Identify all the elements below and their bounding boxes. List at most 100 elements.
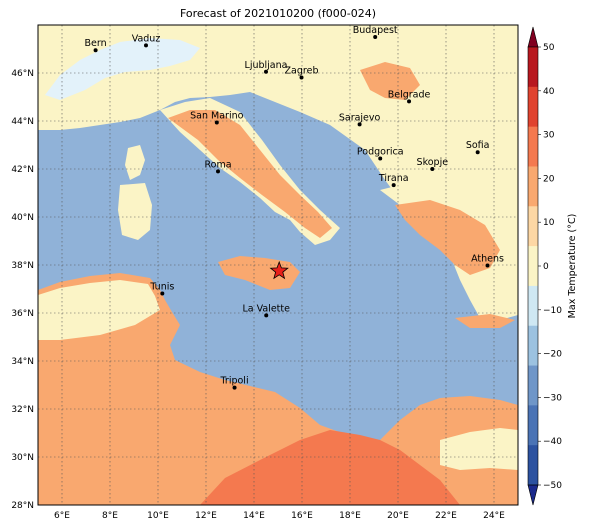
- crete-land: [455, 314, 515, 328]
- colorbar-segment: [528, 445, 538, 486]
- colorbar: 50 40 30 20 10 0 −10 −20 −30 −40 −50: [527, 26, 562, 506]
- city-marker: Tirana: [378, 173, 409, 188]
- lat-tick-label: 34°N: [11, 357, 34, 367]
- city-dot: [378, 156, 383, 161]
- lon-tick-label: 24°E: [483, 511, 505, 521]
- city-label: Podgorica: [357, 146, 404, 157]
- city-label: Skopje: [417, 157, 449, 168]
- city-label: Budapest: [353, 25, 398, 36]
- city-dot: [475, 150, 480, 155]
- colorbar-max-extend: [527, 26, 539, 48]
- africa-cool-strip: [38, 280, 160, 340]
- colorbar-tick-label: 30: [543, 131, 555, 141]
- city-marker: Belgrade: [388, 89, 431, 104]
- city-marker: Tripoli: [220, 376, 249, 390]
- city-dot: [264, 69, 268, 74]
- city-label: La Valette: [242, 303, 290, 314]
- lon-tick-label: 12°E: [195, 511, 217, 521]
- map-frame: [37, 24, 519, 506]
- city-dot: [214, 120, 219, 125]
- city-dot: [391, 183, 396, 188]
- lat-tick-label: 46°N: [11, 69, 34, 79]
- africa-cool-east: [440, 428, 518, 470]
- lat-tick-label: 38°N: [11, 261, 34, 271]
- balkan-warm-zone: [360, 62, 420, 100]
- city-dot: [93, 48, 98, 53]
- colorbar-segment: [528, 126, 538, 167]
- city-marker: La Valette: [242, 303, 290, 318]
- colorbar-segment: [528, 285, 538, 327]
- sardinia-land: [118, 183, 152, 240]
- colorbar-tick-label: −10: [543, 306, 562, 316]
- map-gridlines: [38, 25, 518, 505]
- city-marker: Zagreb: [285, 66, 319, 80]
- greece-warm-zone: [395, 200, 500, 275]
- lon-tick-label: 14°E: [243, 511, 265, 521]
- city-marker: Vaduz: [132, 33, 161, 48]
- colorbar-tick-label: 0: [543, 262, 549, 272]
- city-label: Tirana: [378, 173, 409, 184]
- city-label: Tunis: [149, 282, 174, 293]
- lon-tick-label: 18°E: [339, 511, 361, 521]
- city-label: Zagreb: [285, 66, 319, 77]
- city-marker: Skopje: [417, 157, 449, 171]
- city-label: Sarajevo: [339, 112, 381, 123]
- colorbar-tick-label: −30: [543, 393, 562, 403]
- city-dot: [144, 43, 148, 48]
- city-label: Bern: [85, 38, 107, 49]
- colorbar-tick-label: 50: [543, 43, 555, 53]
- lat-tick-label: 30°N: [11, 453, 34, 463]
- lat-tick-label: 32°N: [11, 405, 34, 415]
- colorbar-segment: [528, 325, 538, 367]
- colorbar-min-extend: [527, 484, 539, 506]
- city-label: Sofia: [466, 140, 490, 151]
- africa-warm-zone: [38, 273, 518, 505]
- lon-tick-label: 6°E: [54, 511, 70, 521]
- lon-tick-label: 8°E: [102, 511, 118, 521]
- corsica-land: [125, 145, 145, 180]
- city-marker: Athens: [471, 253, 504, 268]
- colorbar-tick-label: 20: [543, 174, 555, 184]
- lon-tick-label: 16°E: [291, 511, 313, 521]
- lon-tick-label: 20°E: [387, 511, 409, 521]
- lat-tick-label: 44°N: [11, 117, 34, 127]
- africa-hot-zone: [200, 430, 460, 505]
- map-tick-labels: 6°E 8°E 10°E 12°E 14°E 16°E 18°E 20°E 22°E 24°E 28…: [11, 69, 505, 521]
- lat-tick-label: 40°N: [11, 213, 34, 223]
- city-dot: [216, 169, 220, 174]
- colorbar-segment: [528, 246, 538, 287]
- city-dot: [357, 122, 362, 127]
- colorbar-tick-label: 40: [543, 87, 555, 97]
- forecast-location-star-icon: [269, 260, 289, 280]
- city-dot: [407, 99, 412, 104]
- colorbar-tick-label: −40: [543, 437, 562, 447]
- city-marker: Tunis: [149, 282, 174, 296]
- city-marker: Sarajevo: [339, 112, 381, 127]
- city-dot: [232, 385, 237, 390]
- colorbar-segment: [528, 206, 538, 247]
- city-label: Athens: [471, 253, 504, 264]
- colorbar-tick-label: −50: [543, 481, 562, 491]
- lon-tick-label: 10°E: [147, 511, 169, 521]
- lon-tick-label: 22°E: [435, 511, 457, 521]
- city-marker: Sofia: [466, 140, 490, 155]
- colorbar-segment: [528, 47, 538, 88]
- alps-cold-zone: [45, 38, 200, 100]
- city-label: Ljubljana: [245, 60, 288, 71]
- lat-tick-label: 36°N: [11, 309, 34, 319]
- city-dot: [485, 263, 490, 268]
- city-dot: [264, 313, 269, 318]
- city-marker: Budapest: [353, 25, 398, 39]
- city-label: San Marino: [190, 110, 243, 121]
- city-label: Tripoli: [220, 376, 249, 387]
- city-label: Vaduz: [132, 33, 161, 44]
- colorbar-label: Max Temperature (°C): [567, 214, 578, 319]
- lat-tick-label: 28°N: [11, 501, 34, 511]
- colorbar-segment: [528, 86, 538, 128]
- city-marker: Bern: [85, 38, 107, 53]
- city-dot: [299, 75, 304, 80]
- city-dot: [373, 35, 378, 39]
- city-marker: Podgorica: [357, 146, 404, 161]
